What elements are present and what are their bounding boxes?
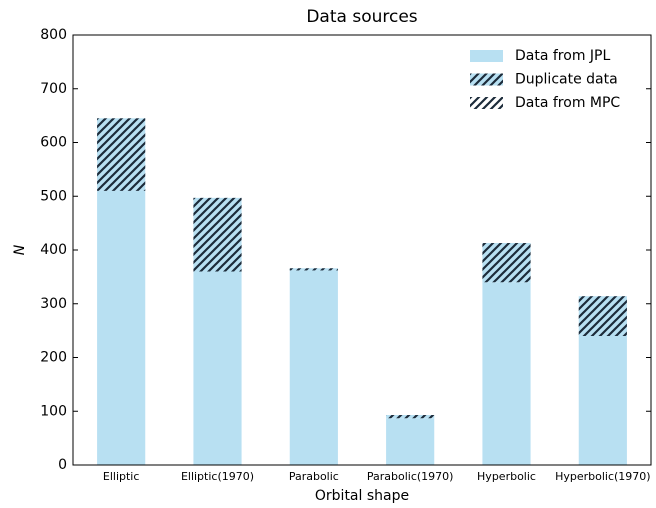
bar-segment	[578, 336, 627, 465]
bar-hatch	[97, 118, 146, 191]
bar-hatch	[289, 268, 338, 271]
plot-frame	[72, 34, 652, 466]
y-tick-label: 300	[40, 296, 67, 312]
x-axis-label: Orbital shape	[315, 488, 409, 504]
bar-segment	[289, 270, 338, 465]
y-tick-label: 0	[58, 457, 67, 473]
x-tick-label: Parabolic	[289, 470, 339, 483]
y-tick-label: 200	[40, 350, 67, 366]
legend-label: Data from MPC	[515, 95, 620, 111]
legend-hatch	[470, 73, 503, 86]
x-tick-label: Hyperbolic(1970)	[555, 470, 651, 483]
bar-segment	[193, 271, 242, 465]
y-tick-label: 600	[40, 135, 67, 151]
y-axis-label: N	[12, 244, 28, 255]
y-tick-label: 400	[40, 242, 67, 258]
y-tick-label: 800	[40, 27, 67, 43]
bar-hatch	[482, 243, 531, 283]
bar-hatch	[193, 197, 242, 272]
legend-hatch	[470, 97, 503, 109]
bar-hatch	[578, 296, 627, 336]
x-tick-label: Parabolic(1970)	[367, 470, 454, 483]
chart-title: Data sources	[306, 7, 417, 27]
legend-label: Duplicate data	[515, 72, 618, 88]
legend-swatch	[470, 50, 503, 62]
legend-label: Data from JPL	[515, 48, 610, 64]
x-tick-label: Elliptic	[103, 470, 140, 483]
bar-segment	[482, 282, 531, 465]
y-tick-label: 500	[40, 188, 67, 204]
y-tick-label: 700	[40, 81, 67, 97]
bar-hatch	[386, 415, 435, 419]
bar-segment	[386, 418, 435, 465]
x-tick-label: Hyperbolic	[477, 470, 536, 483]
x-tick-label: Elliptic(1970)	[181, 470, 254, 483]
bar-segment	[97, 190, 146, 465]
y-tick-label: 100	[40, 403, 67, 419]
